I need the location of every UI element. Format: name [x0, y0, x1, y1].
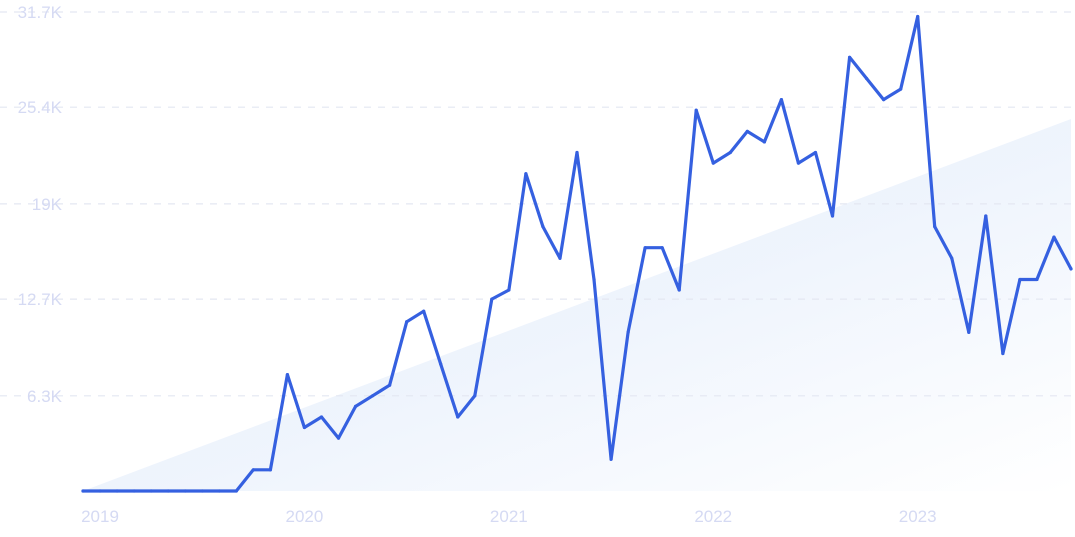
data-point	[524, 172, 528, 176]
data-point	[302, 425, 307, 430]
data-point	[234, 489, 238, 493]
data-point	[1018, 277, 1022, 282]
data-point	[864, 76, 869, 81]
x-tick-label: 2020	[285, 507, 323, 526]
data-point	[558, 256, 562, 260]
x-tick-label: 2021	[490, 507, 528, 526]
data-point	[660, 246, 664, 250]
data-point	[643, 246, 647, 250]
data-point	[592, 277, 596, 282]
data-point	[899, 87, 903, 91]
data-point	[813, 150, 818, 155]
data-point	[796, 161, 801, 165]
data-point	[609, 457, 613, 461]
data-points	[81, 14, 1073, 493]
data-point	[507, 288, 511, 292]
data-point	[132, 489, 136, 493]
data-point	[677, 288, 681, 292]
data-point	[353, 404, 358, 408]
trend-area	[83, 119, 1071, 491]
data-point	[984, 214, 988, 218]
data-point	[882, 98, 886, 102]
data-point	[370, 394, 375, 398]
data-point	[217, 489, 221, 493]
data-point	[336, 436, 341, 440]
data-point	[439, 362, 443, 366]
x-tick-label: 2022	[694, 507, 732, 526]
data-point	[473, 394, 477, 398]
data-point	[422, 309, 426, 313]
data-point	[626, 330, 630, 334]
y-tick-label: 12.7K	[18, 290, 63, 309]
data-point	[115, 489, 119, 493]
data-point	[745, 129, 749, 133]
data-point	[950, 256, 954, 260]
data-point	[268, 468, 272, 472]
data-point	[847, 55, 852, 59]
data-point	[916, 14, 920, 19]
data-point	[541, 224, 545, 229]
data-point	[98, 489, 102, 493]
x-tick-label: 2023	[899, 507, 937, 526]
data-point	[81, 489, 85, 493]
y-tick-label: 6.3K	[27, 387, 63, 406]
data-point	[251, 468, 255, 472]
data-point	[967, 330, 971, 334]
gridlines	[0, 11, 1075, 397]
y-axis-ticks: 6.3K 12.7K 19K 25.4K 31.7K	[18, 3, 63, 406]
data-point	[575, 150, 579, 155]
data-point	[933, 224, 937, 229]
data-point	[166, 489, 170, 493]
y-tick-label: 25.4K	[18, 98, 63, 117]
y-tick-label: 19K	[32, 195, 63, 214]
data-point	[1052, 235, 1056, 239]
data-point	[694, 108, 698, 112]
data-point	[830, 214, 835, 218]
data-point	[405, 320, 409, 324]
data-point	[183, 489, 187, 493]
data-point	[711, 161, 715, 165]
data-point	[149, 489, 153, 493]
data-point	[1069, 267, 1073, 271]
data-point	[319, 415, 324, 419]
y-tick-label: 31.7K	[18, 3, 63, 22]
data-point	[1001, 351, 1005, 356]
data-point	[779, 98, 784, 102]
data-point	[200, 489, 204, 493]
data-point	[1035, 277, 1039, 282]
data-point	[388, 383, 392, 387]
data-point	[285, 373, 290, 377]
data-point	[762, 140, 766, 144]
data-point	[490, 297, 494, 301]
data-point	[456, 415, 460, 419]
x-axis-ticks: 2019 2020 2021 2022 2023	[81, 507, 936, 526]
x-tick-label: 2019	[81, 507, 119, 526]
data-point	[728, 150, 732, 155]
